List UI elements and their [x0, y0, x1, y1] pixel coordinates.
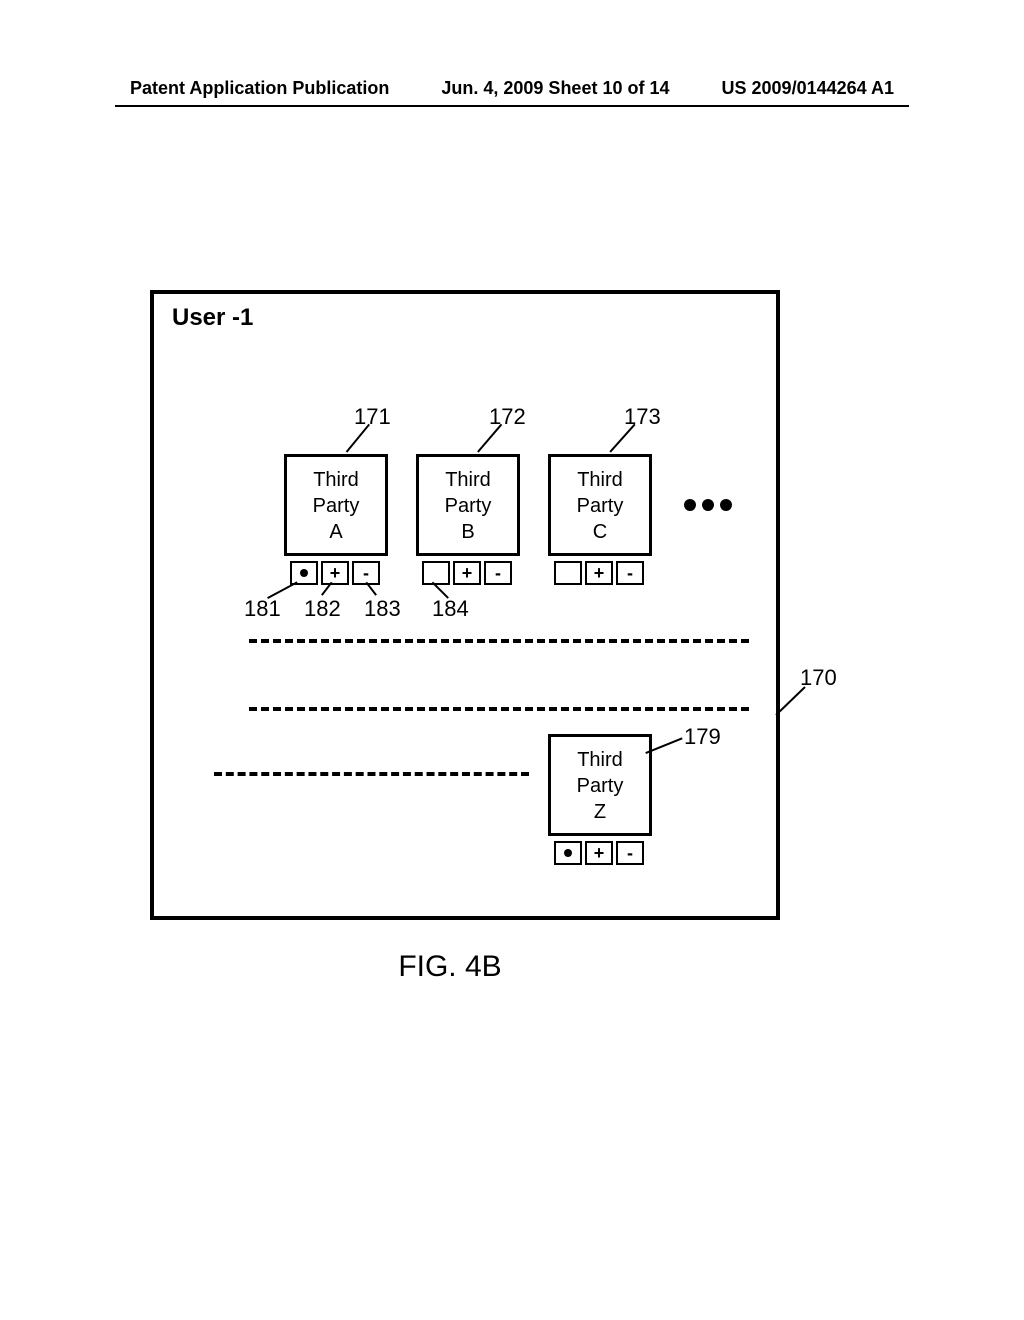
- party-c-line3: C: [593, 521, 607, 543]
- ctrl-z-select[interactable]: [554, 841, 582, 865]
- ctrl-row-c: + -: [554, 561, 644, 585]
- plus-icon: +: [594, 844, 605, 862]
- header-center: Jun. 4, 2009 Sheet 10 of 14: [441, 78, 669, 99]
- dot-icon: [300, 569, 308, 577]
- ref-179: 179: [684, 724, 721, 750]
- party-a-line1: Third: [313, 469, 359, 491]
- ref-182: 182: [304, 596, 341, 622]
- dot-icon: [564, 849, 572, 857]
- ref-171: 171: [354, 404, 391, 430]
- dashed-2: [249, 707, 749, 711]
- ctrl-b-minus[interactable]: -: [484, 561, 512, 585]
- ctrl-row-a: + -: [290, 561, 380, 585]
- header-right: US 2009/0144264 A1: [722, 78, 894, 99]
- ref-181: 181: [244, 596, 281, 622]
- ctrl-row-b: + -: [422, 561, 512, 585]
- party-box-c: Third Party C: [548, 454, 652, 556]
- party-z-line2: Party: [577, 775, 624, 797]
- ctrl-c-minus[interactable]: -: [616, 561, 644, 585]
- ctrl-a-minus[interactable]: -: [352, 561, 380, 585]
- party-z-line1: Third: [577, 749, 623, 771]
- party-b-line1: Third: [445, 469, 491, 491]
- minus-icon: -: [627, 564, 633, 582]
- ref-172: 172: [489, 404, 526, 430]
- party-a-line2: Party: [313, 495, 360, 517]
- party-z-line3: Z: [594, 801, 606, 823]
- ref-183: 183: [364, 596, 401, 622]
- ctrl-b-select[interactable]: [422, 561, 450, 585]
- party-b-line3: B: [461, 521, 474, 543]
- party-c-line2: Party: [577, 495, 624, 517]
- minus-icon: -: [363, 564, 369, 582]
- figure-caption: FIG. 4B: [0, 950, 900, 984]
- header-left: Patent Application Publication: [130, 78, 389, 99]
- plus-icon: +: [462, 564, 473, 582]
- party-box-b: Third Party B: [416, 454, 520, 556]
- ctrl-b-plus[interactable]: +: [453, 561, 481, 585]
- dashed-1: [249, 639, 749, 643]
- ctrl-row-z: + -: [554, 841, 644, 865]
- ref-184: 184: [432, 596, 469, 622]
- minus-icon: -: [495, 564, 501, 582]
- ref-173: 173: [624, 404, 661, 430]
- ctrl-a-select[interactable]: [290, 561, 318, 585]
- figure-title: User -1: [172, 304, 253, 332]
- plus-icon: +: [594, 564, 605, 582]
- party-c-line1: Third: [577, 469, 623, 491]
- plus-icon: +: [330, 564, 341, 582]
- page-header: Patent Application Publication Jun. 4, 2…: [0, 78, 1024, 99]
- ellipsis-icon: [684, 499, 732, 511]
- ctrl-z-minus[interactable]: -: [616, 841, 644, 865]
- party-box-z: Third Party Z: [548, 734, 652, 836]
- ctrl-c-select[interactable]: [554, 561, 582, 585]
- dashed-3: [214, 772, 529, 776]
- ctrl-c-plus[interactable]: +: [585, 561, 613, 585]
- lead-170: [770, 685, 820, 725]
- party-b-line2: Party: [445, 495, 492, 517]
- header-rule: [115, 105, 909, 107]
- party-a-line3: A: [329, 521, 342, 543]
- party-box-a: Third Party A: [284, 454, 388, 556]
- figure-frame: User -1 171 172 173 Third Party A + - Th…: [150, 290, 780, 920]
- minus-icon: -: [627, 844, 633, 862]
- ctrl-a-plus[interactable]: +: [321, 561, 349, 585]
- ctrl-z-plus[interactable]: +: [585, 841, 613, 865]
